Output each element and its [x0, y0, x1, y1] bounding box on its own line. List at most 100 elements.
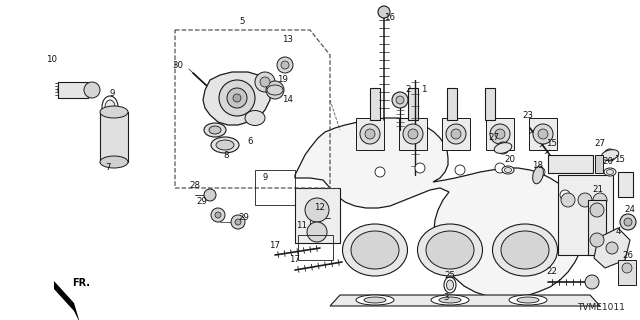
Circle shape — [560, 190, 570, 200]
Polygon shape — [203, 72, 270, 125]
Circle shape — [375, 167, 385, 177]
Ellipse shape — [517, 297, 539, 303]
Circle shape — [455, 165, 465, 175]
Circle shape — [538, 129, 548, 139]
Bar — [486, 118, 514, 150]
Circle shape — [606, 242, 618, 254]
Polygon shape — [295, 118, 585, 298]
Circle shape — [403, 124, 423, 144]
Ellipse shape — [209, 126, 221, 134]
Polygon shape — [54, 281, 80, 320]
Circle shape — [360, 124, 380, 144]
Circle shape — [227, 88, 247, 108]
Circle shape — [255, 72, 275, 92]
Ellipse shape — [102, 96, 118, 118]
Circle shape — [260, 77, 270, 87]
Circle shape — [277, 57, 293, 73]
Bar — [408, 88, 418, 120]
Text: 3: 3 — [444, 293, 449, 302]
Text: 14: 14 — [282, 95, 294, 105]
Text: 27: 27 — [488, 133, 499, 142]
Ellipse shape — [501, 231, 549, 269]
Circle shape — [495, 129, 505, 139]
Circle shape — [451, 129, 461, 139]
Circle shape — [561, 193, 575, 207]
Text: 21: 21 — [593, 186, 604, 195]
Ellipse shape — [204, 123, 226, 137]
Bar — [618, 260, 636, 285]
Circle shape — [215, 212, 221, 218]
Text: 13: 13 — [282, 36, 294, 44]
Ellipse shape — [356, 295, 394, 305]
Ellipse shape — [426, 231, 474, 269]
Bar — [442, 118, 470, 150]
Ellipse shape — [502, 166, 514, 174]
Text: 15: 15 — [547, 140, 557, 148]
Text: 5: 5 — [239, 18, 244, 27]
Bar — [295, 188, 340, 243]
Circle shape — [415, 163, 425, 173]
Circle shape — [305, 198, 329, 222]
Text: 23: 23 — [522, 110, 534, 119]
Ellipse shape — [444, 277, 456, 293]
Text: 16: 16 — [385, 13, 396, 22]
Circle shape — [497, 142, 509, 154]
Ellipse shape — [509, 295, 547, 305]
Text: 29: 29 — [239, 213, 250, 222]
Circle shape — [84, 82, 100, 98]
Circle shape — [624, 218, 632, 226]
Text: 9: 9 — [262, 173, 268, 182]
Ellipse shape — [216, 140, 234, 150]
Bar — [618, 172, 633, 197]
Text: 2: 2 — [405, 85, 411, 94]
Text: 8: 8 — [223, 150, 228, 159]
Text: 24: 24 — [625, 205, 636, 214]
Circle shape — [590, 233, 604, 247]
Circle shape — [495, 163, 505, 173]
Circle shape — [378, 6, 390, 18]
Bar — [485, 88, 495, 120]
Circle shape — [533, 124, 553, 144]
Ellipse shape — [504, 167, 511, 172]
Ellipse shape — [211, 137, 239, 153]
Text: 30: 30 — [173, 60, 184, 69]
Circle shape — [604, 149, 616, 161]
Text: 25: 25 — [445, 270, 456, 279]
Text: 18: 18 — [532, 161, 543, 170]
Circle shape — [266, 81, 284, 99]
Ellipse shape — [245, 110, 265, 125]
Ellipse shape — [417, 224, 483, 276]
Bar — [399, 118, 427, 150]
Ellipse shape — [447, 280, 454, 290]
Bar — [447, 88, 457, 120]
Text: 29: 29 — [196, 197, 207, 206]
Ellipse shape — [100, 156, 128, 168]
Bar — [298, 235, 333, 260]
Ellipse shape — [351, 231, 399, 269]
Circle shape — [219, 80, 255, 116]
Circle shape — [204, 189, 216, 201]
Polygon shape — [330, 295, 600, 306]
Ellipse shape — [607, 170, 614, 174]
Bar — [595, 155, 603, 173]
Circle shape — [535, 167, 545, 177]
Circle shape — [365, 129, 375, 139]
Text: 6: 6 — [247, 138, 253, 147]
Ellipse shape — [431, 295, 469, 305]
Ellipse shape — [105, 100, 115, 114]
Text: 10: 10 — [47, 55, 58, 65]
Text: FR.: FR. — [72, 278, 90, 288]
Text: 20: 20 — [504, 156, 515, 164]
Circle shape — [446, 124, 466, 144]
Circle shape — [231, 215, 245, 229]
Ellipse shape — [364, 297, 386, 303]
Ellipse shape — [100, 106, 128, 118]
Circle shape — [392, 92, 408, 108]
Bar — [529, 118, 557, 150]
Text: 15: 15 — [614, 156, 625, 164]
Ellipse shape — [604, 168, 616, 176]
Text: 28: 28 — [189, 180, 200, 189]
Text: TVME1011: TVME1011 — [577, 303, 625, 312]
Text: 19: 19 — [276, 76, 287, 84]
Text: 11: 11 — [296, 220, 307, 229]
